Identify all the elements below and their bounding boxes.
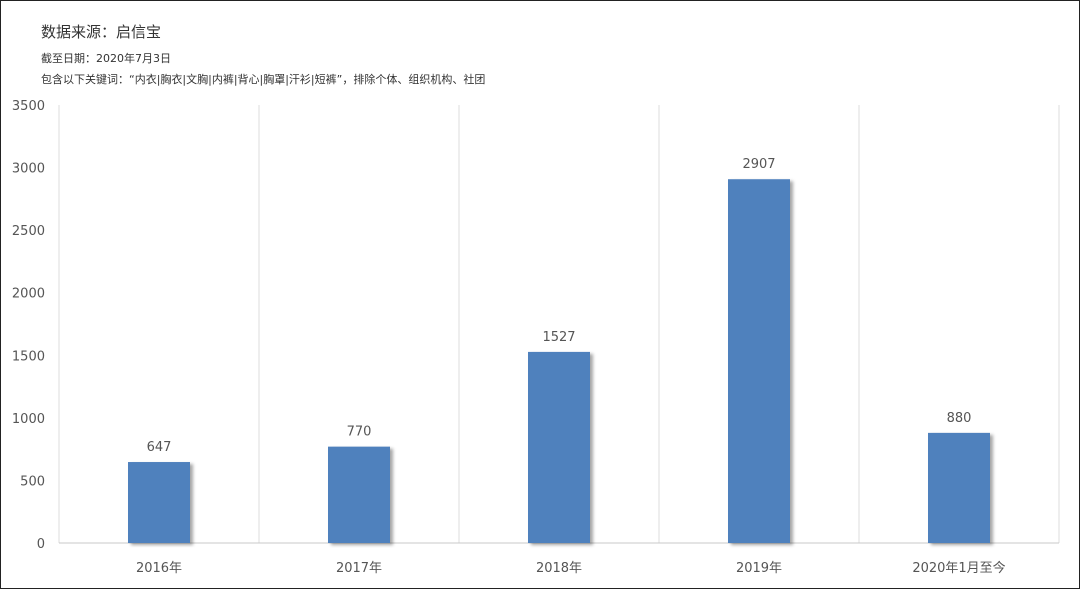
x-tick-label: 2016年 [136,561,182,576]
axis-layer: 0 500 1000 1500 2000 2500 3000 3500 2016年 2017年 20… [12,99,1059,576]
bar [928,432,990,543]
data-label: 880 [947,411,972,426]
keywords-note: 包含以下关键词：“内衣|胸衣|文胸|内裤|背心|胸罩|汗衫|短裤”，排除个体、组… [41,73,486,86]
x-tick-label: 2020年1月至今 [912,560,1005,576]
source-title: 数据来源：启信宝 [41,23,162,41]
x-tick-label: 2018年 [536,561,582,576]
y-tick-label: 500 [20,474,45,489]
y-tick-label: 2500 [12,224,45,239]
label-layer: 647 770 1527 2907 880 [147,157,972,455]
bar-layer [128,179,990,543]
data-label: 647 [147,440,172,455]
bar [528,351,590,543]
y-tick-label: 3500 [12,99,45,114]
y-tick-label: 2000 [12,287,45,302]
y-tick-label: 1500 [12,349,45,364]
x-tick-label: 2017年 [336,561,382,576]
y-tick-label: 0 [37,537,45,552]
y-tick-label: 3000 [12,162,45,177]
y-tick-label: 1000 [12,412,45,427]
cutoff-date: 截至日期：2020年7月3日 [41,52,171,65]
bar [128,462,190,543]
bar [728,179,790,543]
data-label: 770 [347,425,372,440]
grid-layer [58,105,1060,543]
bar [328,446,390,543]
x-tick-label: 2019年 [736,561,782,576]
data-label: 2907 [742,157,775,172]
data-label: 1527 [542,330,575,345]
